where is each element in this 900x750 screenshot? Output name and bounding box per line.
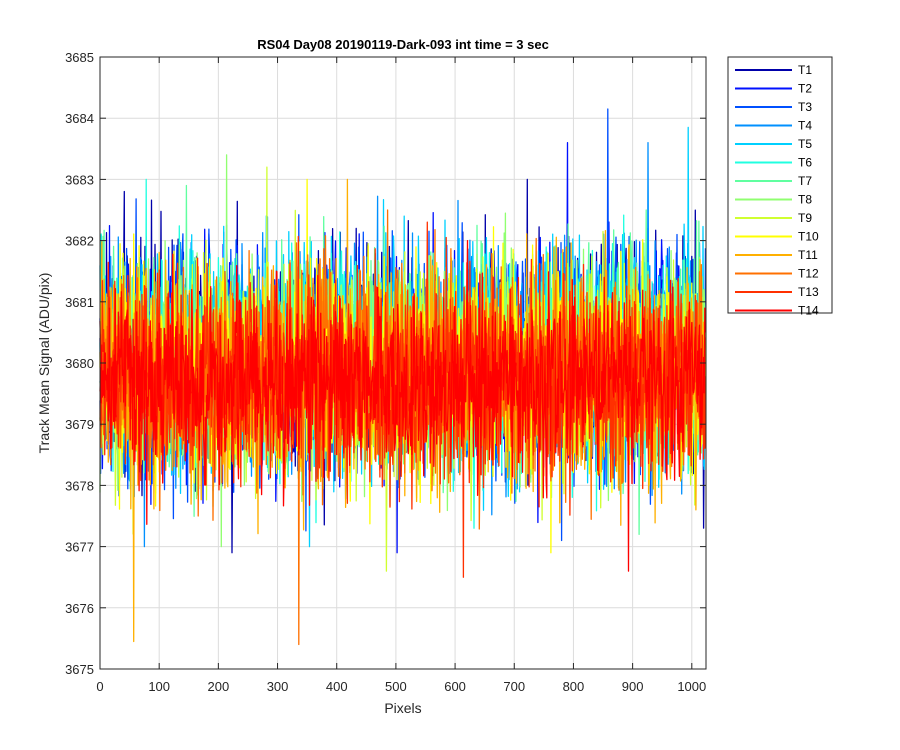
y-tick-label: 3678 bbox=[65, 478, 94, 493]
y-tick-label: 3680 bbox=[65, 356, 94, 371]
y-tick-label: 3685 bbox=[65, 50, 94, 65]
legend-label-t2: T2 bbox=[798, 82, 812, 96]
x-axis: 0 100 200 300 400 500 600 700 800 900 1000 bbox=[96, 57, 706, 694]
legend-box bbox=[727, 56, 833, 314]
x-tick-label: 400 bbox=[326, 679, 348, 694]
legend-label-t3: T3 bbox=[798, 100, 812, 114]
legend-label-t4: T4 bbox=[798, 119, 812, 133]
legend-label-t1: T1 bbox=[798, 63, 812, 77]
y-tick-label: 3677 bbox=[65, 540, 94, 555]
y-tick-label: 3682 bbox=[65, 234, 94, 249]
legend-label-t6: T6 bbox=[798, 156, 812, 170]
x-tick-label: 900 bbox=[622, 679, 644, 694]
y-tick-label: 3675 bbox=[65, 662, 94, 677]
y-tick-label: 3684 bbox=[65, 111, 94, 126]
y-tick-label: 3681 bbox=[65, 295, 94, 310]
x-tick-label: 800 bbox=[563, 679, 585, 694]
legend-label-t11: T11 bbox=[798, 248, 818, 262]
x-tick-label: 500 bbox=[385, 679, 407, 694]
x-tick-label: 600 bbox=[444, 679, 466, 694]
series-line-t14 bbox=[99, 239, 707, 572]
x-tick-label: 300 bbox=[267, 679, 289, 694]
y-tick-label: 3676 bbox=[65, 601, 94, 616]
x-tick-label: 1000 bbox=[677, 679, 706, 694]
x-tick-label: 700 bbox=[503, 679, 525, 694]
legend-label-t9: T9 bbox=[798, 211, 812, 225]
legend-label-t5: T5 bbox=[798, 137, 812, 151]
x-tick-label: 0 bbox=[96, 679, 103, 694]
x-tick-label: 100 bbox=[148, 679, 170, 694]
x-tick-label: 200 bbox=[208, 679, 230, 694]
y-tick-label: 3683 bbox=[65, 172, 94, 187]
legend-label-t7: T7 bbox=[798, 174, 812, 188]
legend-label-t13: T13 bbox=[798, 285, 819, 299]
legend-label-t10: T10 bbox=[798, 230, 819, 244]
chart-title: RS04 Day08 20190119-Dark-093 int time = … bbox=[257, 37, 549, 52]
y-axis: 3675 3676 3677 3678 3679 3680 3681 3682 3683 3684… bbox=[65, 50, 706, 677]
legend-label-t8: T8 bbox=[798, 193, 812, 207]
legend-label-t12: T12 bbox=[798, 267, 819, 281]
y-axis-label: Track Mean Signal (ADU/pix) bbox=[36, 273, 52, 454]
legend: T1 T2 T3 T4 T5 T6 T7 T8 T9 T10 T11 T12 T13 T14 bbox=[727, 56, 833, 318]
legend-label-t14: T14 bbox=[798, 304, 819, 318]
series-layer bbox=[99, 108, 707, 646]
x-axis-label: Pixels bbox=[384, 700, 421, 716]
y-tick-label: 3679 bbox=[65, 417, 94, 432]
